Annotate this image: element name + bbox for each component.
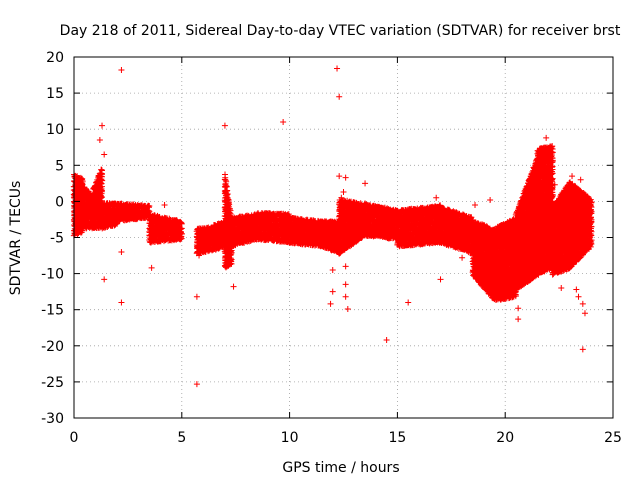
data-point xyxy=(79,178,86,185)
chart-title: Day 218 of 2011, Sidereal Day-to-day VTE… xyxy=(60,23,621,39)
data-points xyxy=(70,65,595,388)
